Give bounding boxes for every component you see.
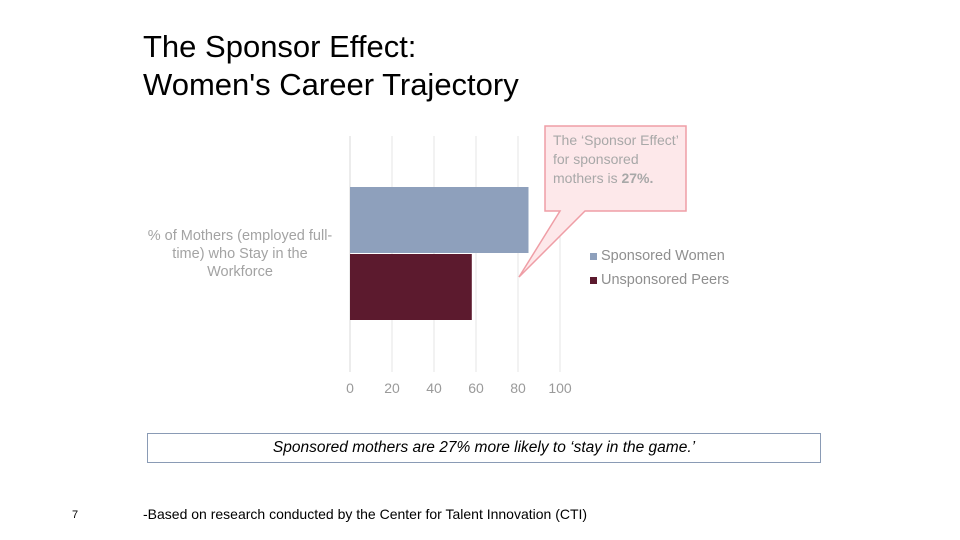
legend-label-sponsored: Sponsored Women <box>601 248 725 264</box>
bar-sponsored <box>350 187 529 253</box>
source-footnote: -Based on research conducted by the Cent… <box>143 506 588 522</box>
legend-item-unsponsored: Unsponsored Peers <box>590 268 729 292</box>
legend: Sponsored Women Unsponsored Peers <box>590 244 729 292</box>
callout-prefix: The ‘Sponsor Effect’ for sponsored mothe… <box>553 132 679 186</box>
title-line-1: The Sponsor Effect: <box>143 29 417 64</box>
bar-unsponsored <box>350 254 472 320</box>
banner-text: Sponsored mothers are 27% more likely to… <box>272 439 696 456</box>
callout-bubble <box>518 125 687 278</box>
category-label: % of Mothers (employed full-time) who St… <box>147 228 333 280</box>
x-tick-label: 20 <box>384 380 400 396</box>
title-line-2: Women's Career Trajectory <box>143 67 519 102</box>
legend-item-sponsored: Sponsored Women <box>590 244 729 268</box>
slide-title: The Sponsor Effect: Women's Career Traje… <box>143 28 519 104</box>
summary-banner: Sponsored mothers are 27% more likely to… <box>147 433 821 463</box>
x-tick-label: 100 <box>548 380 572 396</box>
slide-number: 7 <box>72 509 79 521</box>
x-tick-label: 40 <box>426 380 442 396</box>
callout-text: The ‘Sponsor Effect’ for sponsored mothe… <box>553 131 683 188</box>
legend-swatch-sponsored <box>590 252 597 260</box>
x-tick-label: 0 <box>346 380 354 396</box>
x-tick-labels: 0 20 40 60 80 100 <box>346 380 572 396</box>
bars <box>350 187 529 320</box>
callout-highlight: 27%. <box>621 170 654 186</box>
legend-label-unsponsored: Unsponsored Peers <box>601 272 730 288</box>
x-tick-label: 80 <box>510 380 526 396</box>
x-tick-label: 60 <box>468 380 484 396</box>
legend-swatch-unsponsored <box>590 276 597 284</box>
